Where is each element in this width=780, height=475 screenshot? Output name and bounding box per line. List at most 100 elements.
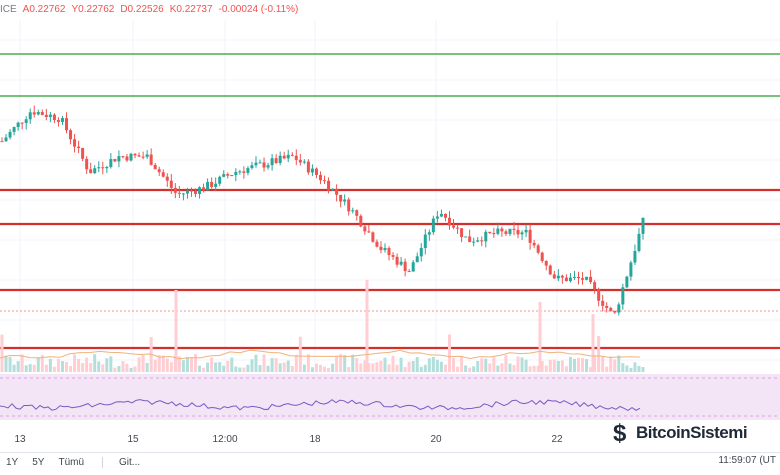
candle — [117, 156, 121, 162]
candle — [411, 262, 415, 272]
candle — [16, 122, 20, 128]
volume-bar — [391, 355, 395, 372]
candle — [109, 159, 113, 167]
candle — [65, 118, 69, 131]
volume-bar — [472, 366, 476, 372]
volume-bar — [520, 357, 524, 372]
volume-bar — [544, 365, 548, 372]
volume-bar — [40, 355, 44, 372]
candle — [524, 229, 528, 233]
candle — [198, 187, 202, 194]
candle — [355, 210, 359, 216]
candle — [137, 155, 141, 157]
rsi-band — [0, 374, 780, 420]
volume-bar — [165, 358, 169, 372]
candle — [327, 180, 331, 191]
candle — [609, 307, 613, 311]
candle — [500, 228, 504, 232]
volume-bar — [89, 362, 93, 372]
volume-bar — [443, 364, 447, 372]
candle — [286, 154, 290, 159]
volume-bar — [379, 360, 383, 372]
candle — [568, 277, 572, 282]
candle — [274, 158, 278, 164]
candle — [318, 174, 322, 181]
volume-bar — [572, 358, 576, 372]
volume-bar — [157, 355, 161, 372]
candle — [460, 228, 464, 238]
volume-bar — [282, 362, 286, 372]
volume-bar — [597, 336, 601, 372]
volume-bar — [552, 359, 556, 372]
candle — [641, 217, 645, 234]
candle — [351, 210, 355, 212]
volume-bar — [189, 357, 193, 372]
bitcoin-logo-icon: $ — [613, 420, 628, 446]
volume-bar — [581, 358, 585, 372]
volume-bar — [367, 363, 371, 372]
candle — [443, 213, 447, 218]
volume-bar — [576, 357, 580, 372]
candle — [97, 167, 101, 169]
volume-bar — [109, 356, 113, 372]
candle — [512, 228, 516, 230]
candle — [93, 168, 97, 174]
volume-bar — [431, 356, 435, 372]
timeframe-5y[interactable]: 5Y — [32, 456, 45, 468]
volume-bar — [222, 365, 226, 372]
candle — [331, 188, 335, 191]
volume-bar — [161, 355, 165, 372]
candle — [593, 282, 597, 290]
volume-bar — [0, 334, 4, 372]
candle — [145, 154, 149, 157]
candle — [544, 260, 548, 266]
candle — [496, 228, 500, 234]
candle — [121, 156, 125, 158]
volume-bar — [77, 359, 81, 372]
candle — [101, 167, 105, 169]
candle — [532, 242, 536, 246]
volume-bar — [605, 366, 609, 372]
volume-bar — [609, 356, 613, 372]
candle — [347, 199, 351, 212]
volume-bar — [464, 365, 468, 372]
volume-bar — [536, 365, 540, 372]
volume-bar — [427, 358, 431, 372]
candle — [323, 180, 327, 182]
candle — [629, 262, 633, 277]
volume-bar — [318, 364, 322, 372]
candle — [613, 310, 617, 313]
volume-bar — [105, 358, 109, 372]
candle — [85, 158, 89, 170]
volume-ma-line — [0, 349, 641, 360]
symbol-fragment: ICE — [0, 3, 17, 15]
timeframe-all[interactable]: Tümü — [58, 456, 85, 468]
candle — [423, 234, 427, 248]
volume-bar — [500, 363, 504, 372]
candle — [157, 169, 161, 173]
candle — [48, 114, 52, 117]
goto-button[interactable]: Git... — [119, 456, 141, 468]
volume-bar — [407, 361, 411, 372]
candle — [270, 158, 274, 166]
volume-bar — [323, 366, 327, 372]
close-value: K0.22737 — [169, 3, 213, 15]
candle — [597, 289, 601, 301]
candle — [516, 229, 520, 235]
candle — [242, 171, 246, 173]
volume-bar — [512, 365, 516, 372]
volume-bar — [133, 366, 137, 372]
volume-bar — [585, 359, 589, 372]
candle — [52, 114, 56, 121]
volume-bar — [270, 358, 274, 372]
candle — [335, 188, 339, 195]
volume-bar — [335, 355, 339, 372]
candle — [222, 174, 226, 177]
timeframe-1y[interactable]: 1Y — [6, 456, 19, 468]
volume-bar — [121, 361, 125, 372]
volume-bar — [488, 363, 492, 372]
candle — [206, 181, 210, 191]
candle — [395, 256, 399, 265]
